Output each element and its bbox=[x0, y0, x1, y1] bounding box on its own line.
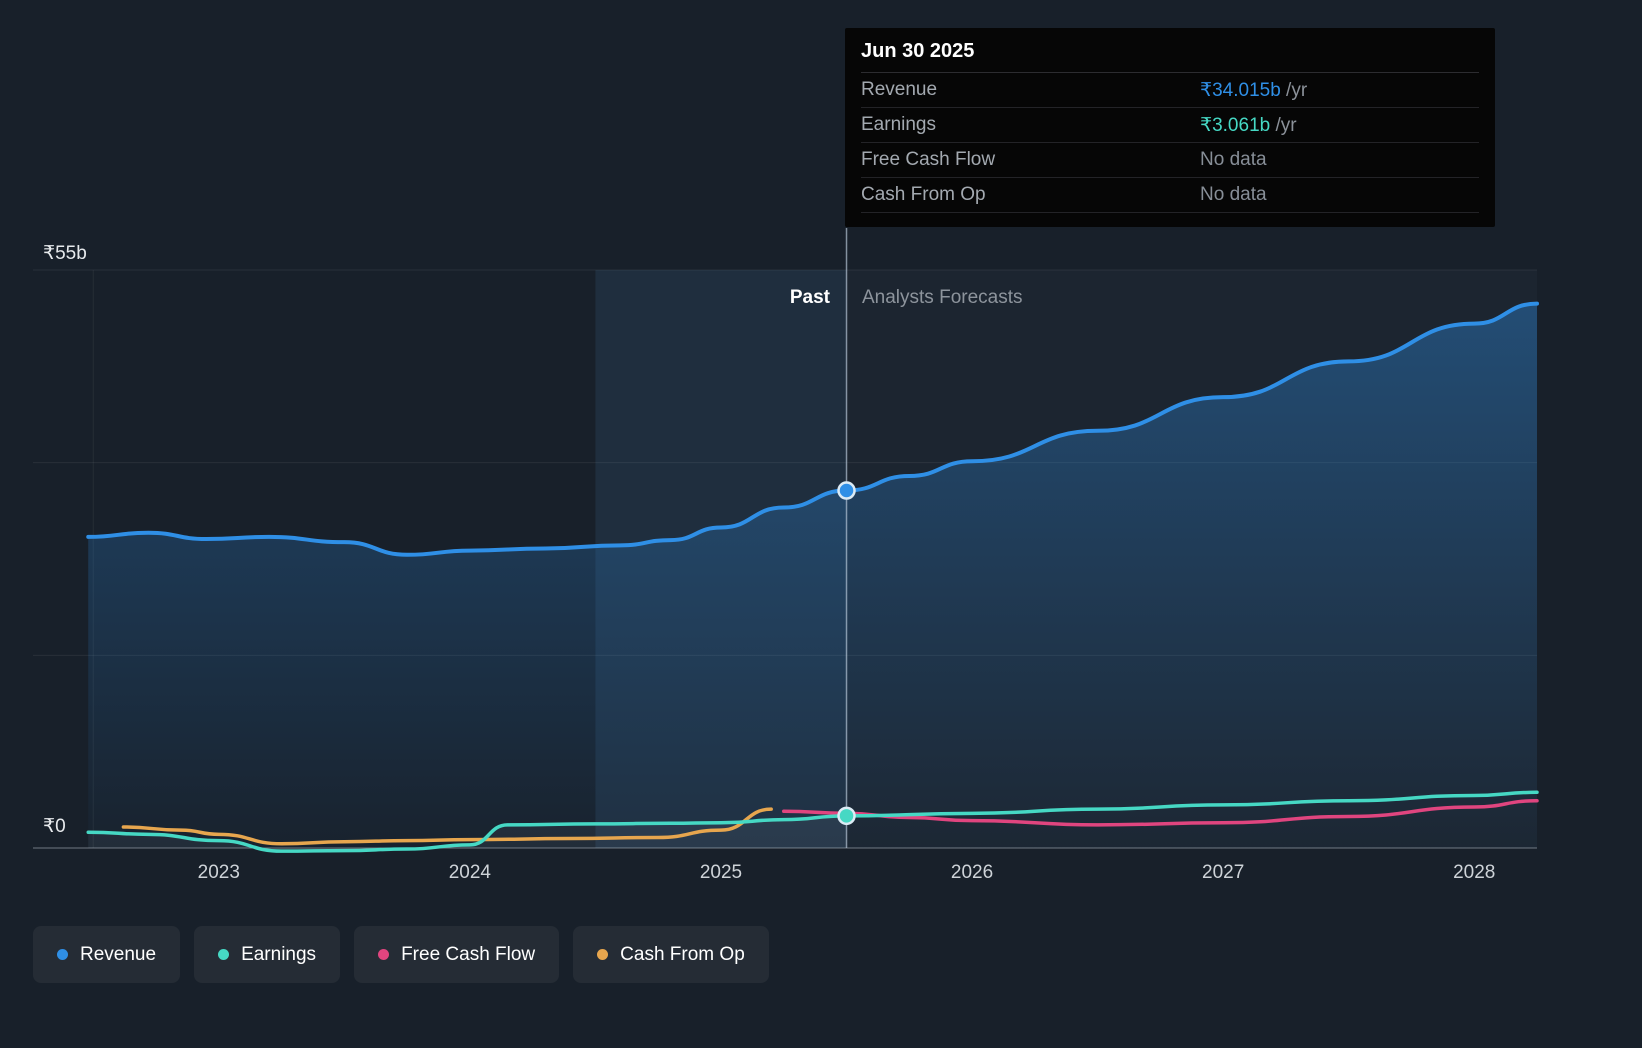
legend-item-free-cash-flow[interactable]: Free Cash Flow bbox=[354, 926, 560, 983]
tooltip-row-value: No data bbox=[1200, 184, 1267, 205]
tooltip-row-value: No data bbox=[1200, 149, 1267, 170]
legend-item-earnings[interactable]: Earnings bbox=[194, 926, 341, 983]
earnings-marker-dot[interactable] bbox=[837, 806, 856, 826]
legend-label: Free Cash Flow bbox=[401, 943, 536, 965]
past-section-label: Past bbox=[789, 287, 830, 308]
legend-dot bbox=[378, 949, 390, 960]
x-tick-2024: 2024 bbox=[448, 862, 492, 883]
tooltip-row-label: Free Cash Flow bbox=[861, 149, 996, 170]
legend-item-cash-from-op[interactable]: Cash From Op bbox=[573, 926, 769, 983]
tooltip-row-revenue: Revenue ₹34.015b /yr bbox=[861, 73, 1479, 108]
revenue-marker-dot[interactable] bbox=[837, 481, 856, 500]
legend-label: Earnings bbox=[241, 943, 317, 965]
forecast-section-label: Analysts Forecasts bbox=[862, 287, 1023, 308]
legend-dot bbox=[218, 949, 230, 960]
tooltip-row-label: Revenue bbox=[861, 79, 938, 100]
x-tick-2028: 2028 bbox=[1453, 862, 1496, 883]
tooltip-row-value: ₹34.015b bbox=[1200, 79, 1281, 101]
x-tick-2027: 2027 bbox=[1202, 862, 1245, 883]
earnings-line[interactable] bbox=[86, 790, 1539, 853]
tooltip-row-label: Earnings bbox=[861, 114, 936, 135]
tooltip-row-cash-from-op: Cash From Op No data bbox=[861, 178, 1479, 213]
legend-label: Cash From Op bbox=[620, 943, 745, 965]
legend-label: Revenue bbox=[80, 943, 157, 965]
x-tick-2023: 2023 bbox=[197, 862, 240, 883]
tooltip-row-value: ₹3.061b bbox=[1200, 114, 1271, 136]
revenue-line[interactable] bbox=[86, 301, 1539, 557]
legend-dot bbox=[597, 949, 609, 960]
tooltip-row-label: Cash From Op bbox=[861, 184, 986, 205]
legend-dot bbox=[57, 949, 68, 960]
tooltip-row-suffix: /yr bbox=[1280, 79, 1308, 101]
x-tick-2026: 2026 bbox=[950, 862, 994, 883]
tooltip-row-suffix: /yr bbox=[1270, 114, 1297, 136]
data-tooltip: Jun 30 2025 Revenue ₹34.015b /yr Earnings ₹… bbox=[845, 28, 1495, 227]
tooltip-row-free-cash-flow: Free Cash Flow No data bbox=[861, 143, 1479, 178]
tooltip-date: Jun 30 2025 bbox=[861, 28, 1479, 73]
cash-from-op-line[interactable] bbox=[121, 807, 773, 846]
legend-item-revenue[interactable]: Revenue bbox=[33, 926, 181, 983]
chart-legend: Revenue Earnings Free Cash Flow Cash From O… bbox=[33, 926, 783, 983]
revenue-area-fill bbox=[88, 303, 1537, 848]
y-axis-label-max: ₹55b bbox=[43, 243, 87, 264]
x-tick-2025: 2025 bbox=[699, 862, 743, 883]
y-axis-label-zero: ₹0 bbox=[43, 816, 66, 837]
tooltip-row-earnings: Earnings ₹3.061b /yr bbox=[861, 108, 1479, 143]
